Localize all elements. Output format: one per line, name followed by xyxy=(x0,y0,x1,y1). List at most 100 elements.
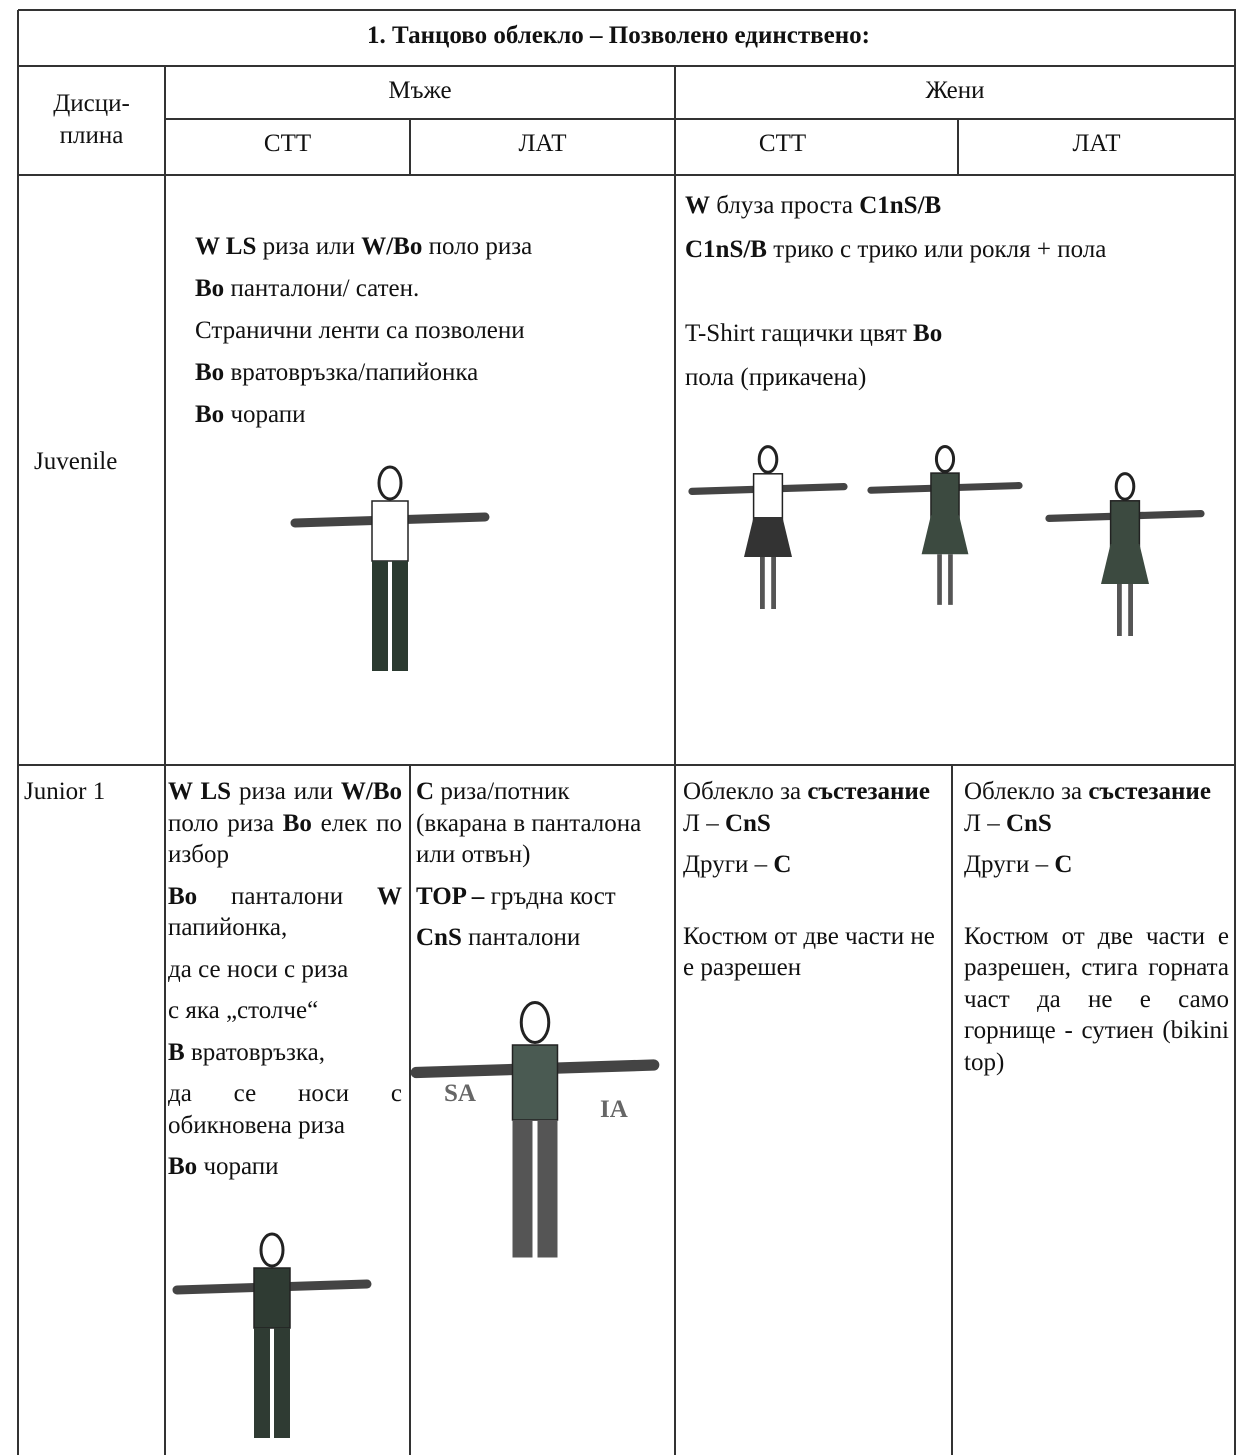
figure-part xyxy=(921,515,969,555)
text-run: гръдна кост xyxy=(484,882,616,910)
text-run: риза или xyxy=(231,778,341,805)
figure-part xyxy=(934,445,956,474)
text-run: B xyxy=(168,1038,185,1066)
paragraph: Други – C xyxy=(964,849,1229,881)
figure-label: SA xyxy=(444,1080,476,1107)
paragraph: с яка „столче“ xyxy=(168,995,402,1027)
paragraph: Облекло за състезание xyxy=(683,776,945,808)
text-run: папийонка, xyxy=(168,914,288,941)
text-run: CnS xyxy=(1005,809,1052,837)
text-run: Костюм от две части не е разрешен xyxy=(683,922,935,982)
text-run: елек по избор xyxy=(168,809,402,869)
text-run: Облекло за xyxy=(964,778,1089,805)
paragraph: Л – CnS xyxy=(964,808,1229,840)
figure-part xyxy=(377,465,403,501)
text-run: състезание xyxy=(807,778,930,805)
paragraph: Костюм от две части е разрешен, стига го… xyxy=(964,921,1229,1079)
text-run: W xyxy=(685,192,710,219)
men-stt-header: СТТ xyxy=(263,130,312,157)
text-run: Bo xyxy=(913,320,943,347)
paragraph: W LS риза или W/Bo поло риза Bo елек по … xyxy=(168,776,402,871)
paragraph: C1nS/B трико с трико или рокля + пола xyxy=(685,228,1230,272)
figure-part xyxy=(511,1044,559,1121)
text-run: трико с трико или рокля + пола xyxy=(766,236,1107,263)
text-run: Bo xyxy=(168,882,198,910)
paragraph: Странични ленти са позволени xyxy=(195,310,665,352)
figure-part xyxy=(1114,472,1136,501)
men-lat-header: ЛАТ xyxy=(518,130,567,157)
paragraph: Други – C xyxy=(683,849,945,881)
women-header: Жени xyxy=(925,77,985,104)
figure-part xyxy=(512,1120,533,1258)
text-run: C xyxy=(773,851,792,878)
text-run: чорапи xyxy=(197,1153,279,1180)
cell-text: W LS риза или W/Bo поло риза Bo елек по … xyxy=(168,776,402,1183)
figure-part xyxy=(930,472,960,521)
figure-part xyxy=(1101,544,1149,584)
text-run: да се носи с обикновена риза xyxy=(168,1080,402,1139)
text-run: вратовръзка, xyxy=(184,1038,326,1066)
header-line: плина xyxy=(59,122,124,149)
paragraph: Л – CnS xyxy=(683,808,945,840)
figure-part xyxy=(372,561,388,671)
figure-part xyxy=(274,1328,290,1438)
paragraph: Облекло за състезание xyxy=(964,776,1229,808)
text-run: W LS xyxy=(168,778,232,805)
text-run: C xyxy=(416,778,435,805)
text-run: риза/потник (вкарана в панталона или отв… xyxy=(416,778,642,868)
text-run: панталони xyxy=(197,882,377,910)
text-run: панталони/ сатен. xyxy=(224,275,420,302)
text-run: C1nS/B xyxy=(685,236,767,263)
header-line: Дисци- xyxy=(53,90,130,117)
text-run: Други – xyxy=(964,851,1055,878)
text-run: Bo xyxy=(195,359,225,386)
cell-text: C риза/потник (вкарана в панталона или о… xyxy=(416,776,666,954)
paragraph: T-Shirt гащички цвят Bo xyxy=(685,312,1230,356)
text-run: пола (прикачена) xyxy=(685,364,867,391)
paragraph: B вратовръзка, xyxy=(168,1037,402,1069)
text-run: T-Shirt гащички цвят xyxy=(685,320,914,347)
table-title: 1. Танцово облекло – Позволено единствен… xyxy=(367,22,870,49)
text-run: да се носи с риза xyxy=(168,955,349,983)
figure-part xyxy=(254,1328,270,1438)
paragraph: Bo панталони W папийонка, xyxy=(168,881,402,944)
text-run: Странични ленти са позволени xyxy=(195,317,525,344)
cell-text: W LS риза или W/Bo поло риза Bo панталони… xyxy=(195,226,665,436)
text-run: състезание xyxy=(1088,778,1211,805)
text-run: CnS xyxy=(416,924,462,951)
text-run: CnS xyxy=(724,809,771,837)
text-run: Костюм от две части е разрешен, стига го… xyxy=(964,922,1229,1076)
figure-part xyxy=(392,561,408,671)
text-run: W LS xyxy=(195,233,257,260)
women-lat-header: ЛАТ xyxy=(1072,130,1121,157)
text-run: Bo xyxy=(168,1153,198,1180)
text-run: поло риза xyxy=(168,809,283,837)
text-run: панталони xyxy=(461,924,581,951)
paragraph: TOP – гръдна кост xyxy=(416,881,666,913)
row-label: Juvenile xyxy=(34,448,118,475)
text-run: Л – xyxy=(683,809,725,837)
men-header: Мъже xyxy=(388,77,452,104)
figure-part xyxy=(259,1232,285,1268)
women-stt-header: СТТ xyxy=(758,130,807,157)
cell-text: W блуза проста C1nS/B C1nS/B трико с трик… xyxy=(685,184,1230,400)
figure-part xyxy=(371,500,409,562)
text-run: Облекло за xyxy=(683,778,808,805)
figure-part xyxy=(537,1120,558,1258)
text-run: Други – xyxy=(683,851,774,878)
paragraph: Bo панталони/ сатен. xyxy=(195,268,665,310)
cell-text: Облекло за състезание Л – CnS Други – C Кос… xyxy=(683,776,945,984)
figure-part xyxy=(752,473,784,523)
paragraph: пола (прикачена) xyxy=(685,356,1230,400)
text-run: C1nS/B xyxy=(859,192,942,219)
text-run: чорапи xyxy=(224,401,306,428)
cell-text: Облекло за състезание Л – CnS Други – C Кос… xyxy=(964,776,1229,1078)
figure-part xyxy=(1109,500,1141,550)
text-run: W/Bo xyxy=(340,778,402,805)
paragraph: да се носи с риза xyxy=(168,954,402,986)
figure-part xyxy=(519,1001,551,1044)
text-run: Bo xyxy=(195,275,225,302)
paragraph: Bo вратовръзка/папийонка xyxy=(195,352,665,394)
